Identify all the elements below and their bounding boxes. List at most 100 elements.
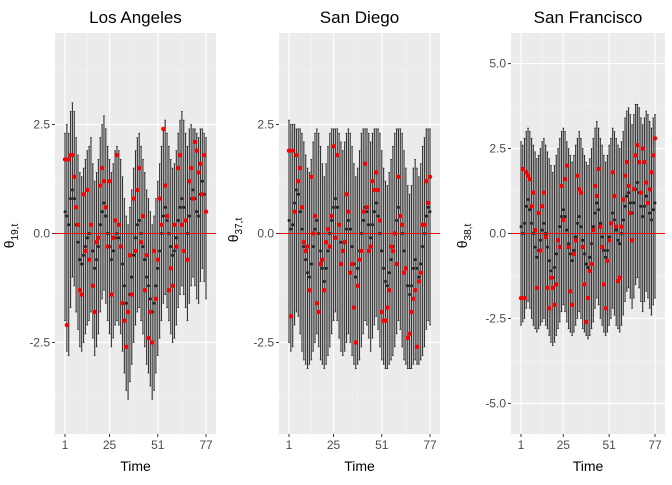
observed-point [568, 289, 573, 294]
observed-point [151, 248, 157, 254]
mean-point [147, 284, 150, 288]
mean-point [387, 271, 391, 275]
mean-point [593, 211, 597, 215]
mean-point [69, 197, 72, 200]
mean-point [595, 201, 599, 205]
observed-point [573, 238, 578, 243]
observed-point [296, 178, 301, 184]
observed-point [127, 253, 133, 258]
observed-point [592, 183, 598, 189]
mean-point [171, 253, 174, 257]
observed-point [188, 165, 194, 171]
mean-point [345, 227, 348, 231]
mean-point [95, 258, 98, 261]
observed-point [405, 335, 410, 341]
observed-point [575, 173, 580, 178]
mean-point [614, 228, 618, 232]
observed-point [153, 296, 159, 302]
mean-point [406, 284, 410, 288]
mean-point [627, 191, 630, 195]
observed-point [335, 152, 340, 158]
panel-2: -5.0 -2.5 0.0 2.5 5.0 1 25 51 77 San Francisco Tim… [454, 8, 665, 474]
y-axis-label: θ37,t [225, 218, 245, 243]
observed-point [309, 174, 314, 180]
mean-point [419, 262, 423, 266]
observed-point [399, 222, 405, 227]
observed-point [135, 187, 140, 193]
observed-point [598, 224, 603, 229]
y-tick-label: 5.0 [489, 57, 506, 71]
mean-point [97, 245, 100, 248]
observed-point [649, 170, 654, 175]
mean-point [298, 210, 302, 214]
mean-point [195, 210, 199, 214]
mean-point [382, 267, 385, 270]
observed-point [338, 261, 344, 267]
observed-point [606, 238, 612, 243]
y-tick-label: 0.0 [257, 227, 274, 241]
mean-point [611, 211, 614, 215]
mean-point [569, 252, 572, 256]
mean-point [141, 245, 145, 248]
mean-point [424, 214, 428, 218]
observed-point [631, 187, 637, 192]
mean-point [76, 240, 80, 244]
mean-point [639, 205, 643, 208]
observed-point [561, 217, 566, 223]
observed-point [534, 285, 540, 291]
mean-point [306, 271, 309, 275]
mean-point [152, 301, 156, 305]
observed-point [155, 257, 160, 262]
mean-point [63, 210, 67, 214]
mean-point [348, 227, 352, 231]
x-tick-label: 77 [199, 438, 213, 452]
mean-point [408, 293, 411, 296]
observed-point [388, 244, 394, 249]
mean-point [542, 222, 546, 225]
observed-point [531, 190, 536, 195]
observed-point [390, 248, 396, 254]
mean-point [287, 219, 291, 222]
mean-point [577, 215, 581, 218]
observed-point [412, 287, 418, 293]
mean-point [597, 208, 600, 212]
mean-point [524, 205, 528, 208]
x-tick-label: 1 [286, 438, 293, 452]
observed-point [62, 157, 68, 162]
mean-point [395, 219, 398, 222]
mean-point [149, 297, 152, 301]
mean-point [565, 228, 569, 232]
mean-point [300, 227, 304, 231]
observed-point [629, 238, 635, 243]
observed-point [327, 244, 333, 249]
observed-point [587, 268, 592, 274]
observed-point [342, 240, 347, 245]
mean-point [321, 267, 324, 270]
observed-point [148, 309, 153, 315]
observed-point [190, 196, 196, 201]
observed-point [292, 209, 297, 214]
mean-point [84, 245, 87, 248]
mean-point [539, 238, 542, 242]
mean-point [402, 249, 406, 253]
mean-point [71, 188, 74, 192]
mean-point [200, 179, 204, 183]
mean-point [143, 258, 147, 261]
mean-point [295, 188, 298, 192]
observed-point [366, 248, 371, 254]
observed-point [557, 244, 562, 250]
observed-point [310, 231, 316, 236]
observed-point [122, 318, 127, 323]
observed-point [614, 224, 619, 229]
observed-point [418, 270, 423, 275]
mean-point [591, 225, 595, 229]
mean-point [428, 210, 432, 214]
observed-point [569, 302, 575, 308]
panel-0: -2.5 0.0 2.5 1 25 51 77 Los Angeles Time θ19,t [1, 8, 216, 474]
observed-point [86, 257, 92, 262]
mean-point [93, 267, 96, 270]
observed-point [539, 204, 545, 209]
observed-point [603, 306, 608, 311]
mean-point [417, 275, 421, 279]
mean-point [134, 236, 137, 240]
